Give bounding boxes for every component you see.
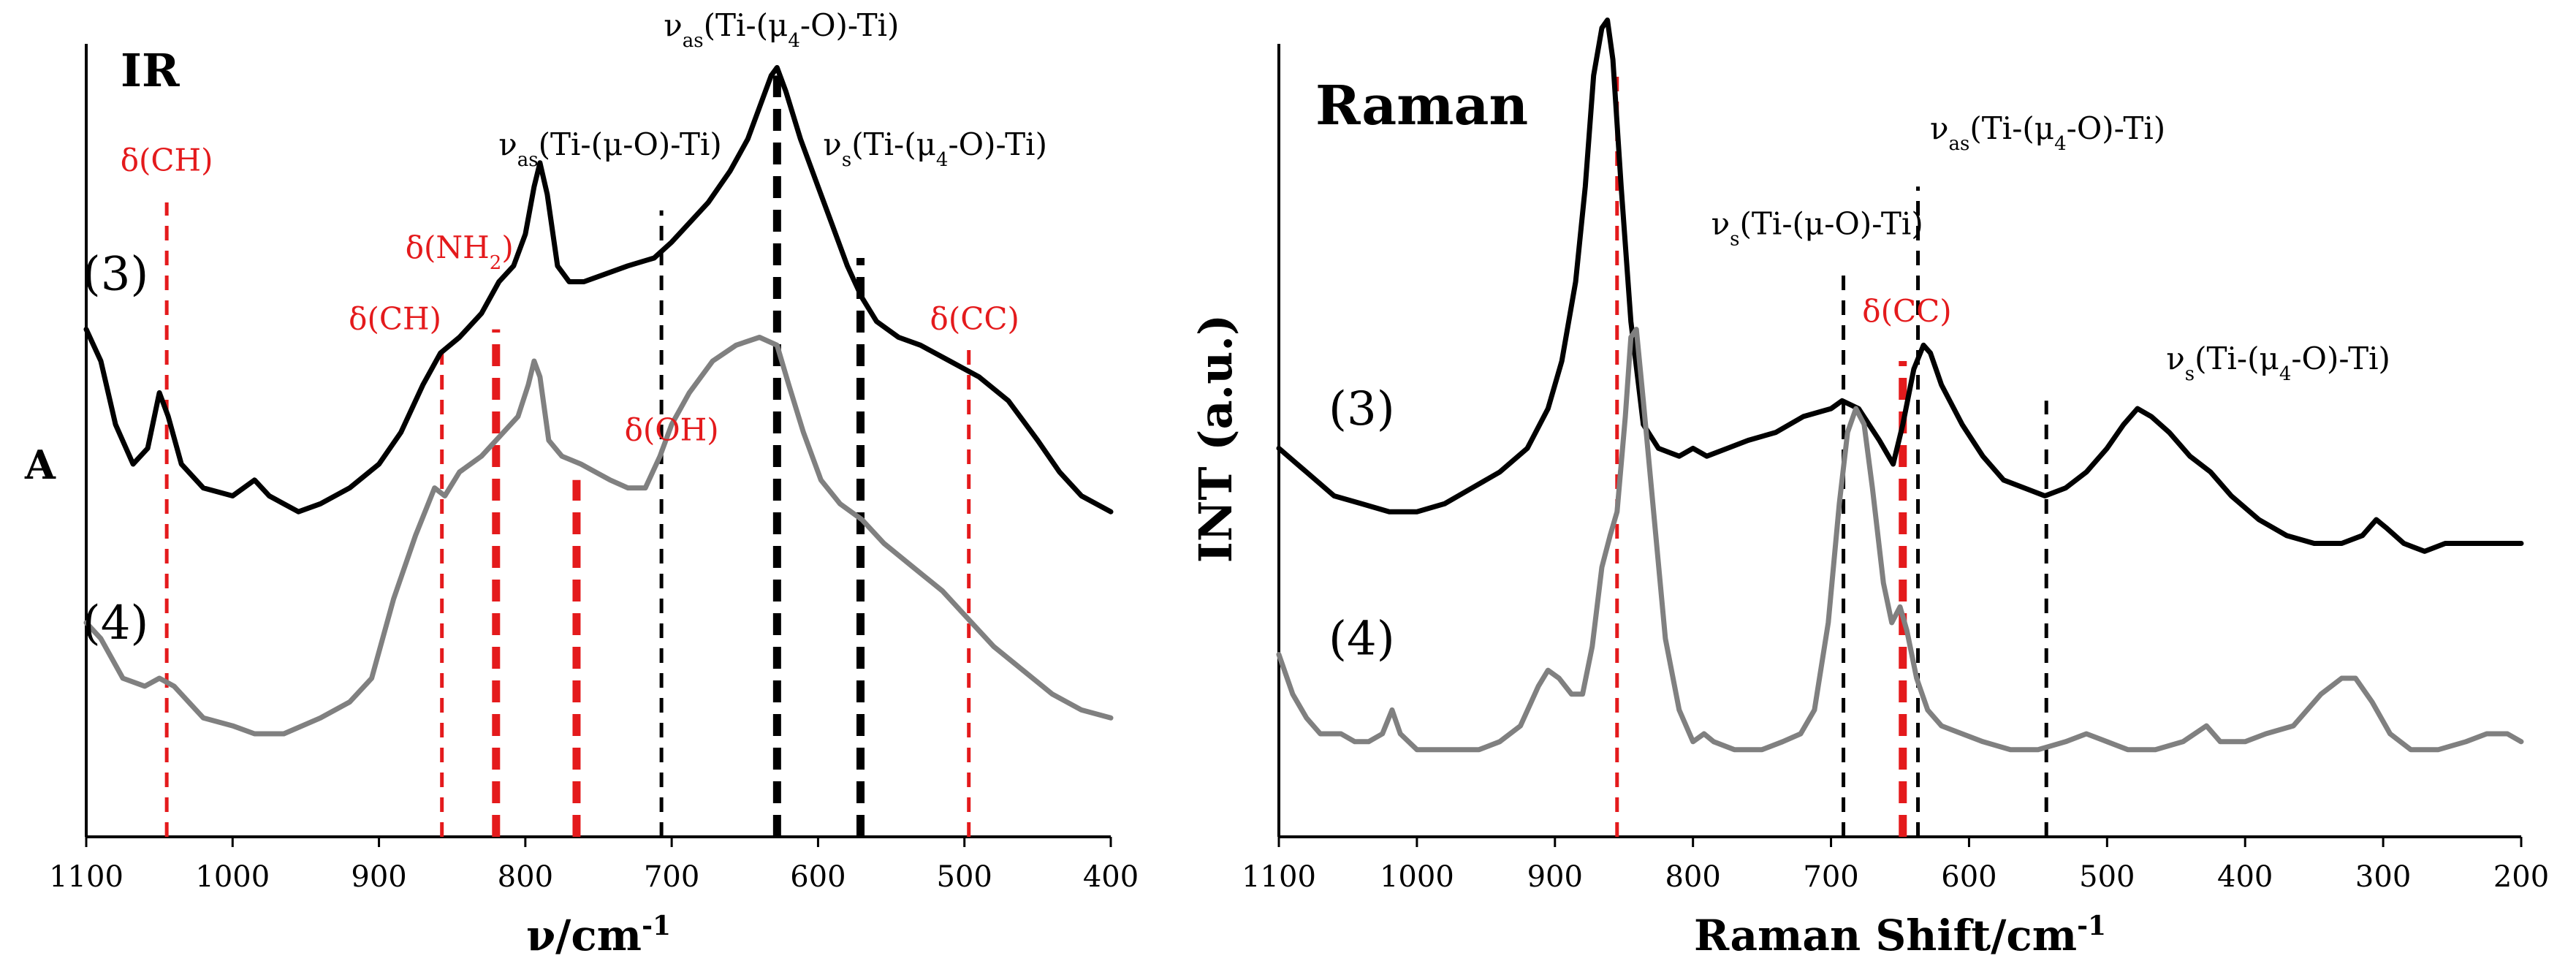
annotation-subscript: as [517, 149, 539, 171]
annotation-subscript: 2 [490, 252, 502, 274]
annotation-text: (Ti-(μ-O)-Ti) [539, 126, 722, 162]
annotation-symbol: ν [2166, 341, 2185, 376]
band-annotation: νas(Ti-(μ-O)-Ti) [498, 126, 722, 171]
x-axis-label: ν/cm-1 [526, 911, 671, 960]
annotation-symbol: δ [625, 412, 643, 448]
annotation-subscript: 4 [2054, 133, 2067, 155]
spectrum-line-4 [83, 335, 1114, 737]
x-axis-label-text: Raman Shift/cm [1694, 911, 2077, 960]
annotation-text: (Ti-(μ [851, 126, 936, 162]
x-tick-label: 900 [351, 860, 406, 894]
series-label: (4) [83, 596, 149, 650]
x-axis-label: Raman Shift/cm-1 [1694, 911, 2106, 960]
annotation-subscript: 4 [788, 30, 800, 52]
panel-ir: 1100 1000 900 800 700 600 500 400(3)(4)δ(CH)δ(N… [24, 7, 1139, 960]
band-annotation: νs(Ti-(μ4-O)-Ti) [823, 126, 1047, 171]
annotation-symbol: ν [664, 7, 683, 43]
x-tick-label: 1100 [49, 860, 124, 894]
annotation-text: (Ti-(μ [1969, 110, 2054, 146]
annotation-text: -O)-Ti) [2291, 341, 2390, 376]
annotation-text: (CH) [367, 301, 441, 337]
annotation-text: -O)-Ti) [800, 7, 900, 43]
annotation-text: (NH [424, 229, 490, 265]
x-tick-label: 200 [2493, 860, 2549, 894]
annotation-symbol: ν [823, 126, 842, 162]
x-axis-label-text: ν/cm [526, 911, 642, 960]
band-annotation: νas(Ti-(μ4-O)-Ti) [664, 7, 899, 52]
x-axis-label-superscript: -1 [642, 911, 671, 941]
x-tick-label: 400 [1083, 860, 1139, 894]
annotation-text: (CC) [949, 301, 1019, 337]
spectrum-line-3 [83, 65, 1114, 515]
x-tick-label: 500 [937, 860, 992, 894]
annotation-subscript: s [842, 149, 851, 171]
annotation-subscript: 4 [936, 149, 949, 171]
annotation-symbol: ν [1711, 205, 1730, 241]
series-label: (3) [1329, 382, 1395, 436]
x-tick-label: 700 [1803, 860, 1858, 894]
annotation-text: (Ti-(μ [2195, 341, 2279, 376]
x-tick-label: 300 [2355, 860, 2411, 894]
band-annotation: δ(CH) [349, 301, 441, 337]
annotation-symbol: δ [1862, 293, 1880, 329]
annotation-text: (Ti-(μ-O)-Ti) [1739, 205, 1923, 241]
annotation-text: -O)-Ti) [948, 126, 1047, 162]
band-annotation: νs(Ti-(μ4-O)-Ti) [2166, 341, 2390, 385]
x-tick-label: 900 [1527, 860, 1583, 894]
annotation-text: (OH) [643, 412, 719, 448]
panel-raman: 1100 1000 900 800 700 600 500 400 300 200(3)(4)δ(… [1189, 18, 2549, 960]
band-annotation: δ(CC) [930, 301, 1019, 337]
band-annotation: δ(NH2) [406, 229, 514, 274]
x-tick-label: 400 [2217, 860, 2273, 894]
annotation-subscript: as [1949, 133, 1970, 155]
annotation-subscript: 4 [2279, 363, 2292, 385]
annotation-symbol: ν [1930, 110, 1949, 146]
annotation-text: (CC) [1881, 293, 1952, 329]
annotation-symbol: ν [498, 126, 517, 162]
band-annotation: δ(CH) [121, 143, 213, 178]
panel-title: IR [121, 44, 180, 97]
annotation-symbol: δ [406, 229, 424, 265]
spectrum-line-3 [1276, 18, 2524, 554]
annotation-symbol: δ [121, 143, 139, 178]
spectrum-line-4 [1276, 327, 2524, 753]
band-annotation: δ(OH) [625, 412, 719, 448]
annotation-text: -O)-Ti) [2067, 110, 2166, 146]
series-label: (4) [1329, 612, 1395, 666]
x-tick-label: 600 [1941, 860, 1996, 894]
x-tick-label: 500 [2079, 860, 2135, 894]
series-label: (3) [83, 247, 149, 301]
x-tick-label: 700 [644, 860, 699, 894]
band-annotation: δ(CC) [1862, 293, 1951, 329]
x-tick-label: 600 [790, 860, 846, 894]
band-annotation: νs(Ti-(μ-O)-Ti) [1711, 205, 1923, 250]
y-axis-label: A [24, 441, 56, 488]
annotation-symbol: δ [349, 301, 367, 337]
x-tick-label: 1000 [195, 860, 270, 894]
annotation-subscript: as [683, 30, 704, 52]
annotation-subscript: s [1730, 228, 1739, 250]
annotation-text: ) [501, 229, 513, 265]
band-annotation: νas(Ti-(μ4-O)-Ti) [1930, 110, 2165, 155]
x-tick-label: 800 [498, 860, 553, 894]
x-tick-label: 1100 [1242, 860, 1316, 894]
x-tick-label: 1000 [1380, 860, 1454, 894]
annotation-text: (Ti-(μ [704, 7, 789, 43]
x-tick-label: 800 [1665, 860, 1720, 894]
y-axis-label: INT (a.u.) [1189, 314, 1242, 563]
annotation-text: (CH) [139, 143, 213, 178]
panel-title: Raman [1315, 75, 1528, 137]
annotation-subscript: s [2185, 363, 2195, 385]
x-axis-label-superscript: -1 [2077, 911, 2106, 941]
annotation-symbol: δ [930, 301, 949, 337]
